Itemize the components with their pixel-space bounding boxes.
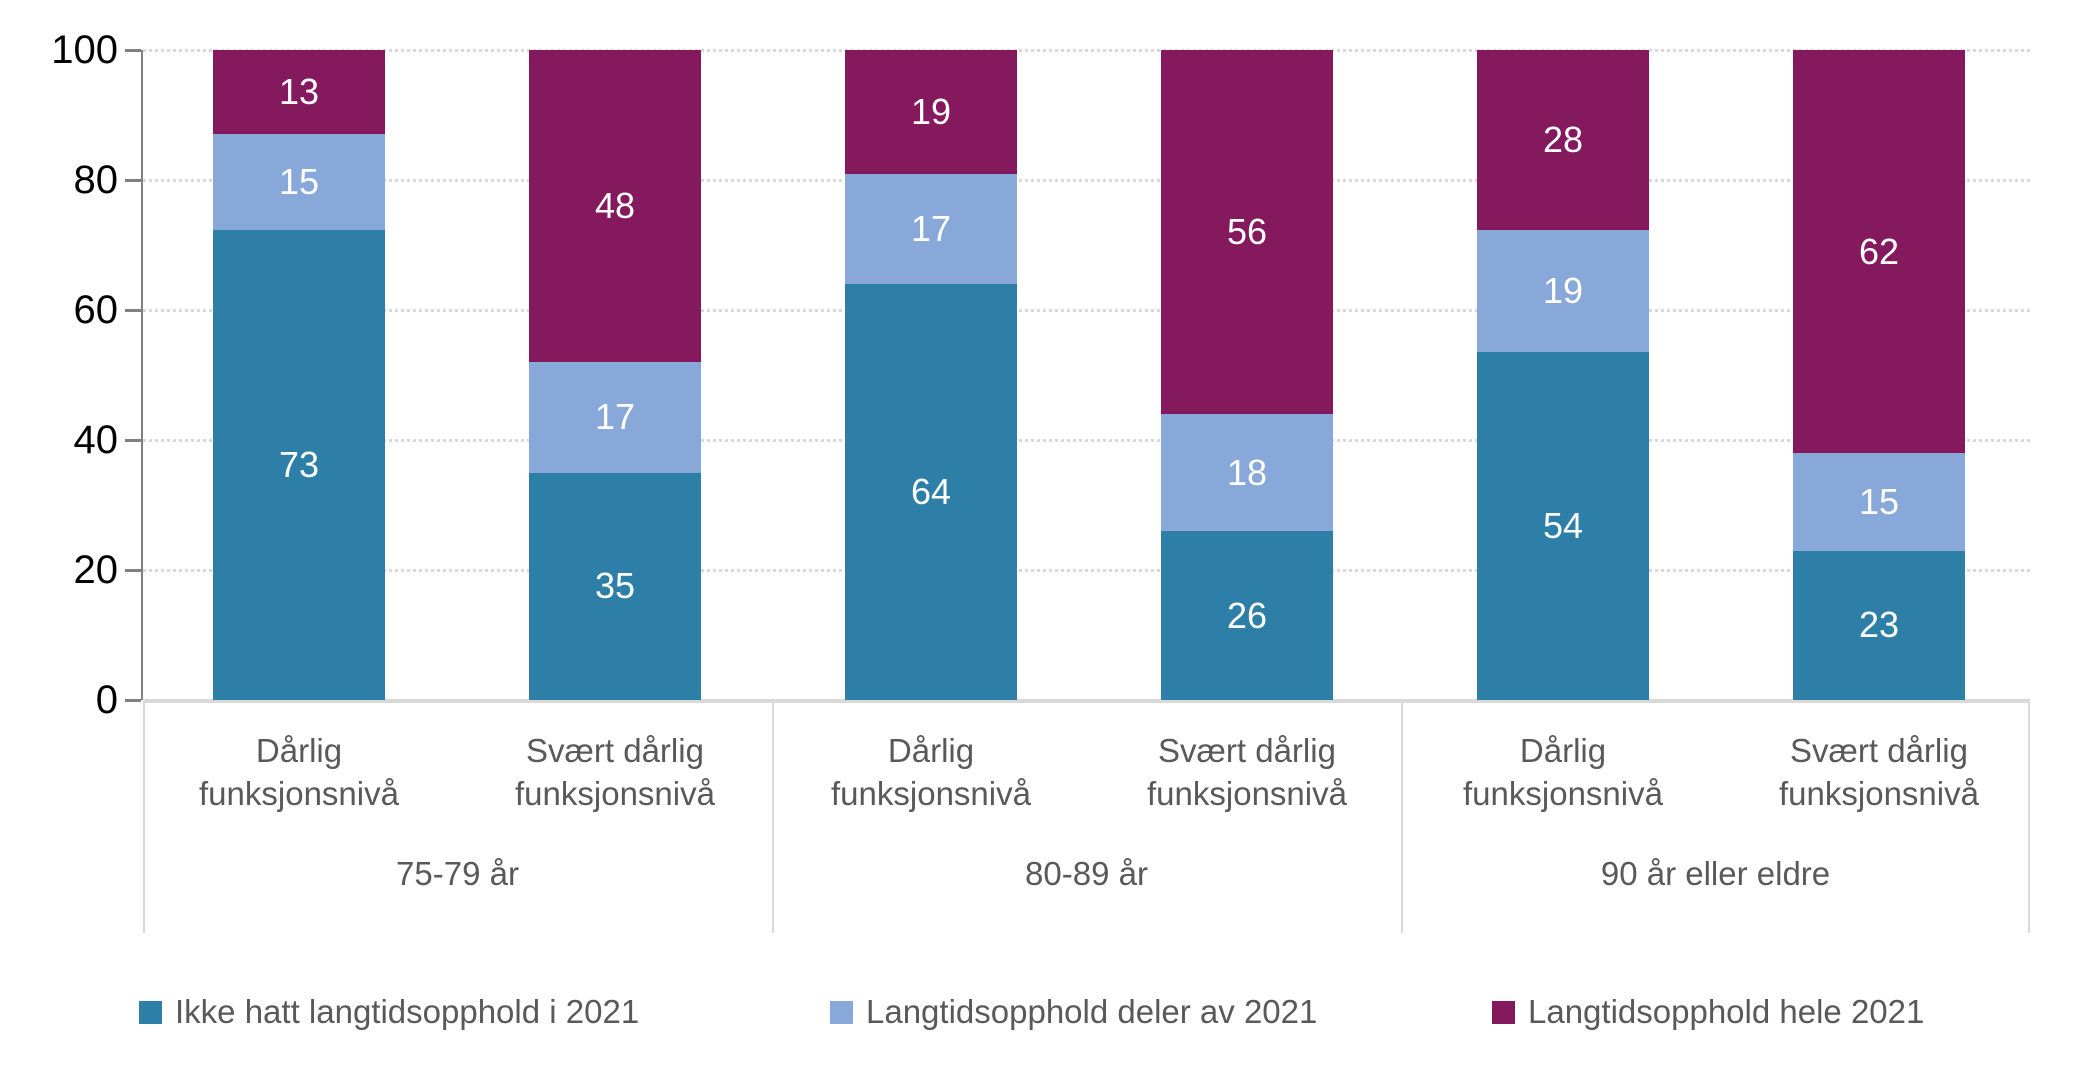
bar-segment: 73 [213, 230, 385, 700]
bar-value-label: 19 [1542, 270, 1584, 312]
group-separator [1401, 703, 1403, 933]
y-tick [125, 439, 141, 442]
y-tick [125, 569, 141, 572]
bar-value-label: 19 [910, 90, 952, 132]
bar-value-label: 18 [1226, 451, 1268, 493]
bar-value-label: 23 [1858, 604, 1900, 646]
y-tick-label: 40 [73, 418, 119, 462]
bar-value-label: 62 [1858, 230, 1900, 272]
bar-value-label: 54 [1542, 505, 1584, 547]
gridline [143, 439, 2030, 442]
legend-swatch-langtidsopphold-hele [1492, 1000, 1515, 1024]
bar-value-label: 17 [594, 396, 636, 438]
y-tick-label: 0 [95, 678, 118, 722]
bar-value-label: 64 [910, 471, 952, 512]
gridline [143, 309, 2030, 312]
plot-area: 0 20 40 60 80 100 13 15 73 48 17 35 19 17 64 56 18 26 28 19… [51, 28, 2030, 722]
bar: 56 18 26 [1161, 50, 1333, 700]
legend-item: Langtidsopphold hele 2021 [1492, 993, 1924, 1031]
y-tick-label: 20 [73, 548, 119, 592]
bar-segment: 56 [1161, 50, 1333, 414]
bar-value-label: 17 [910, 207, 952, 249]
category-label: Svært dårlig funksjonsnivå [515, 732, 715, 812]
category-label: Dårlig funksjonsnivå [1463, 732, 1663, 812]
bar-segment: 62 [1793, 50, 1965, 453]
group-label: 80-89 år [1025, 855, 1148, 892]
category-label: Svært dårlig funksjonsnivå [1779, 732, 1979, 812]
legend-label: Langtidsopphold hele 2021 [1528, 993, 1925, 1030]
bar: 62 15 23 [1793, 50, 1965, 700]
gridline [143, 569, 2030, 572]
bar-segment: 17 [529, 362, 701, 473]
bar: 48 17 35 [529, 50, 701, 700]
bar-segment: 13 [213, 50, 385, 134]
bar: 13 15 73 [213, 50, 385, 700]
x-axis-label-area: Dårlig funksjonsnivå Svært dårlig funksjons… [143, 700, 2030, 933]
y-tick-label: 80 [73, 158, 119, 202]
y-tick-label: 100 [51, 28, 118, 72]
legend: Ikke hatt langtidsopphold i 2021 Langtid… [0, 993, 2079, 1031]
legend-label: Langtidsopphold deler av 2021 [866, 993, 1318, 1030]
category-label: Dårlig funksjonsnivå [199, 732, 399, 812]
legend-swatch-langtidsopphold-deler [830, 1000, 853, 1024]
bar-segment: 17 [845, 173, 1017, 284]
bar-segment: 23 [1793, 550, 1965, 700]
category-label: Dårlig funksjonsnivå [831, 732, 1031, 812]
bar: 19 17 64 [845, 50, 1017, 700]
bar-segment: 18 [1161, 414, 1333, 531]
y-tick [125, 179, 141, 182]
bar-segment: 35 [529, 472, 701, 700]
group-label: 90 år eller eldre [1600, 855, 1831, 892]
legend-label: Ikke hatt langtidsopphold i 2021 [175, 993, 640, 1030]
category-label: Svært dårlig funksjonsnivå [1147, 732, 1347, 812]
bar-value-label: 35 [594, 565, 636, 607]
group-label: 75-79 år [396, 855, 519, 892]
y-axis-line [141, 50, 143, 700]
y-tick [125, 699, 141, 702]
group-separator [2028, 703, 2030, 933]
legend-item: Langtidsopphold deler av 2021 [830, 993, 1317, 1031]
legend-item: Ikke hatt langtidsopphold i 2021 [139, 993, 639, 1031]
y-tick [125, 309, 141, 312]
bar-segment: 48 [529, 50, 701, 362]
y-tick-label: 60 [73, 288, 119, 332]
group-separator [772, 703, 774, 933]
y-tick [125, 49, 141, 52]
bar-value-label: 28 [1542, 119, 1584, 161]
bar-value-label: 48 [594, 185, 636, 226]
bar-segment: 54 [1477, 352, 1649, 700]
bar-value-label: 56 [1226, 211, 1268, 252]
bar-segment: 15 [1793, 453, 1965, 551]
bar-value-label: 13 [278, 70, 320, 112]
bar-segment: 64 [845, 284, 1017, 700]
bar: 28 19 54 [1477, 50, 1649, 700]
bar-value-label: 73 [278, 444, 320, 486]
bar-value-label: 15 [1858, 480, 1900, 522]
gridline [143, 49, 2030, 52]
gridline [143, 179, 2030, 182]
bar-value-label: 26 [1226, 594, 1268, 636]
group-separator [143, 703, 145, 933]
legend-swatch-ikke-hatt-langtidsopphold [139, 1000, 162, 1024]
bar-segment: 15 [213, 133, 385, 231]
bar-value-label: 15 [278, 160, 320, 202]
bar-segment: 19 [1477, 230, 1649, 353]
bar-segment: 19 [845, 50, 1017, 174]
bar-segment: 28 [1477, 50, 1649, 231]
bar-segment: 26 [1161, 531, 1333, 700]
